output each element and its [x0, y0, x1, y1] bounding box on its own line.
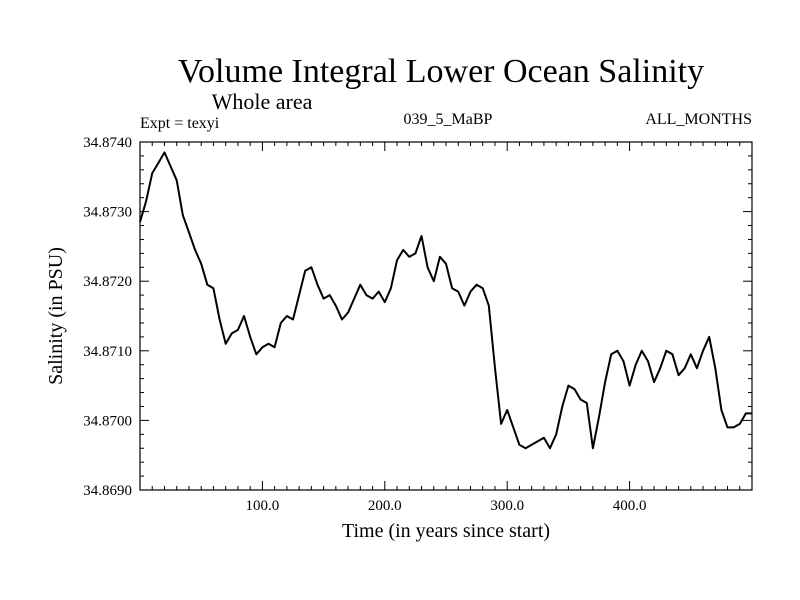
- y-tick-label: 34.8690: [83, 483, 132, 499]
- x-axis-label: Time (in years since start): [342, 520, 550, 542]
- chart-subtitle: Whole area: [212, 89, 313, 114]
- y-tick-label: 34.8710: [83, 344, 132, 360]
- axis-ticks: [140, 142, 752, 490]
- x-tick-label: 400.0: [613, 498, 647, 514]
- y-tick-label: 34.8740: [83, 135, 132, 151]
- plot-frame: [139, 141, 753, 491]
- y-axis-label: Salinity (in PSU): [45, 247, 67, 385]
- period-annotation: ALL_MONTHS: [645, 111, 752, 128]
- salinity-series-line: [139, 151, 752, 450]
- experiment-annotation: Expt = texyi: [140, 115, 220, 132]
- y-tick-label: 34.8720: [83, 274, 132, 290]
- y-tick-label: 34.8700: [83, 413, 132, 429]
- tick-labels: 100.0 200.0 300.0 400.0 34.8690 34.8700 34.871…: [83, 135, 646, 514]
- chart-title: Volume Integral Lower Ocean Salinity: [178, 53, 704, 90]
- y-tick-label: 34.8730: [83, 205, 132, 221]
- run-annotation: 039_5_MaBP: [404, 111, 493, 128]
- x-tick-label: 200.0: [368, 498, 402, 514]
- x-tick-label: 100.0: [246, 498, 280, 514]
- x-tick-label: 300.0: [490, 498, 524, 514]
